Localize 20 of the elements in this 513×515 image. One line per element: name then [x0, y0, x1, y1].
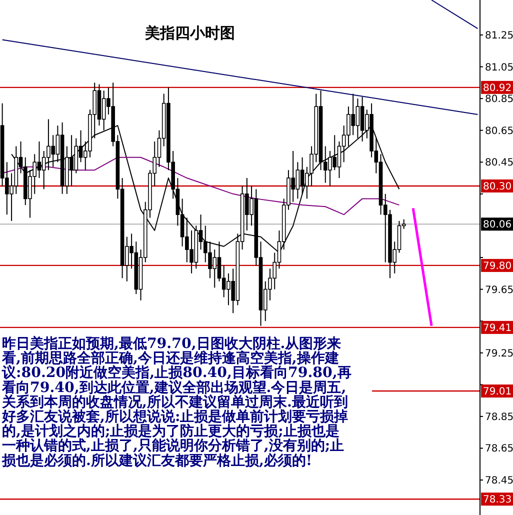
ref-line-label: 79.01: [483, 386, 512, 398]
y-tick-label: 81.05: [485, 62, 513, 74]
line-series: [2, 156, 400, 216]
y-tick-label: 78.45: [485, 476, 513, 487]
ref-line-label: 78.33: [483, 494, 512, 506]
y-tick-label: 80.45: [485, 158, 513, 169]
text: 昨日美指正如预期,最低79.70,日图收大阴柱.从图形来看,前期思路全部正确,今日还是维持逢高空美指,操作建议:80.20附近做空美指,止损80.40,目标看向79.80,再看向79.40,到达此位置,建议全部出场观望.今日是周五,关系到本周的收盘情况,所以不建议留单过周末.最近听到好多汇友说被套,所以想说说:止损是做单前计划要亏损掉的,是计划之内的;止损是为了防止更大的亏损;止损也是一种认错的式,止损了,只能说明你分析错了,没有别的;止损也是必须的.所以建议汇友都要严格止损,必须的!: [2, 336, 352, 469]
ref-line-label: 80.92: [483, 82, 512, 94]
y-tick-label: 80.65: [485, 126, 513, 137]
y-tick-label: 79.25: [485, 348, 513, 360]
ref-line-label: 80.06: [483, 220, 512, 231]
y-tick-label: 80.85: [485, 94, 513, 106]
ref-line-label: 79.41: [483, 322, 512, 334]
text: 美指四小时图: [144, 24, 235, 42]
ref-line-label: 80.30: [483, 181, 512, 192]
y-tick-label: 78.85: [485, 412, 513, 423]
y-tick-label: 79.65: [485, 284, 513, 296]
y-tick-label: 81.25: [485, 30, 513, 42]
y-tick-label: 78.65: [485, 444, 513, 455]
ref-line-label: 79.80: [483, 260, 512, 272]
